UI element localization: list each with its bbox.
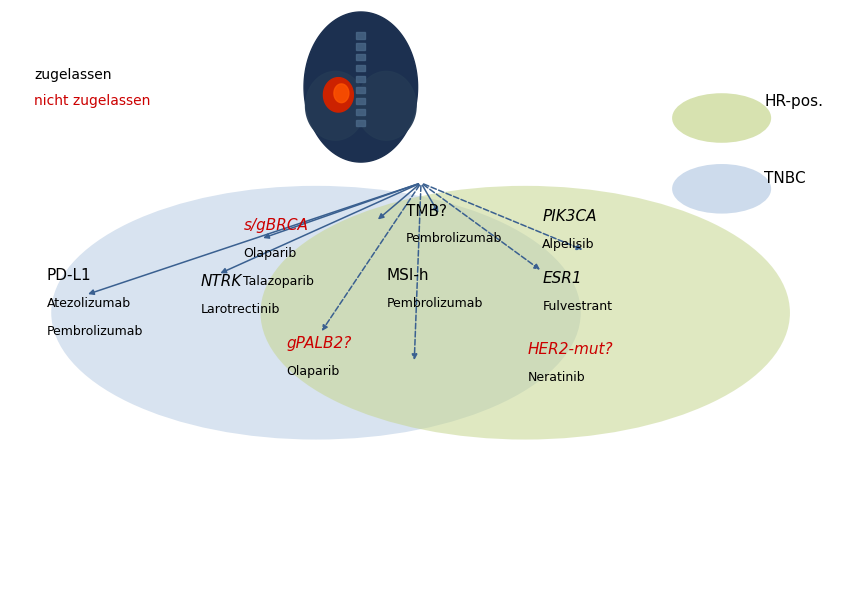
Text: HER2-mut?: HER2-mut? [527,342,612,357]
Text: Pembrolizumab: Pembrolizumab [386,297,483,310]
Text: HR-pos.: HR-pos. [763,94,822,109]
Text: PIK3CA: PIK3CA [542,209,596,224]
Text: Pembrolizumab: Pembrolizumab [47,325,143,338]
Ellipse shape [260,186,789,440]
Text: Atezolizumab: Atezolizumab [47,297,131,310]
Text: s/gBRCA: s/gBRCA [243,218,308,233]
Text: Alpelisib: Alpelisib [542,238,594,251]
Ellipse shape [671,93,770,143]
Text: Pembrolizumab: Pembrolizumab [405,232,502,245]
Text: Talazoparib: Talazoparib [243,275,314,288]
Text: PD-L1: PD-L1 [47,268,91,283]
Text: gPALB2?: gPALB2? [286,336,351,351]
Ellipse shape [51,186,580,440]
Text: NTRK: NTRK [200,274,241,289]
Text: Olaparib: Olaparib [243,247,296,260]
Text: Olaparib: Olaparib [286,365,339,378]
Text: Fulvestrant: Fulvestrant [542,300,612,313]
Text: zugelassen: zugelassen [34,68,112,82]
Text: Neratinib: Neratinib [527,371,584,384]
Text: TMB?: TMB? [405,204,446,218]
Text: ESR1: ESR1 [542,271,581,286]
Text: TNBC: TNBC [763,171,805,186]
Text: Larotrectinib: Larotrectinib [200,303,280,316]
Text: nicht zugelassen: nicht zugelassen [34,94,150,109]
Ellipse shape [671,164,770,214]
Text: MSI-h: MSI-h [386,268,429,283]
